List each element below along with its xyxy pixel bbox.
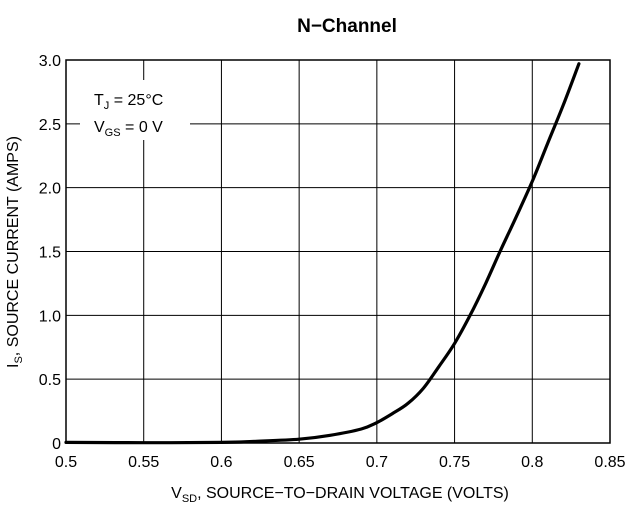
x-tick-label: 0.7 [366, 454, 388, 471]
series-line [64, 62, 581, 445]
y-tick-label: 3.0 [39, 53, 61, 70]
x-tick-label: 0.75 [439, 454, 470, 471]
annotation-tj: TJ = 25°C [94, 92, 163, 112]
y-tick-label: 1.5 [39, 245, 61, 262]
y-tick-labels: 0 0.5 1.0 1.5 2.0 2.5 3.0 [39, 53, 61, 453]
x-axis-label: VSD, SOURCE−TO−DRAIN VOLTAGE (VOLTS) [171, 485, 509, 505]
x-tick-label: 0.8 [521, 454, 543, 471]
y-tick-label: 2.0 [39, 181, 61, 198]
x-tick-labels: 0.5 0.55 0.6 0.65 0.7 0.75 0.8 0.85 [55, 454, 626, 471]
grid [65, 59, 611, 444]
y-axis-label: IS, SOURCE CURRENT (AMPS) [5, 136, 25, 368]
y-tick-label: 0 [52, 436, 61, 453]
plot-frame [65, 59, 611, 444]
y-tick-label: 2.5 [39, 117, 61, 134]
annotation-vgs: VGS = 0 V [94, 119, 163, 139]
x-tick-label: 0.55 [128, 454, 159, 471]
chart-title: N−Channel [297, 16, 397, 37]
x-tick-label: 0.6 [210, 454, 232, 471]
x-tick-label: 0.65 [284, 454, 315, 471]
legend-box [80, 80, 190, 140]
y-tick-label: 1.0 [39, 308, 61, 325]
x-tick-label: 0.85 [594, 454, 625, 471]
y-tick-label: 0.5 [39, 372, 61, 389]
x-tick-label: 0.5 [55, 454, 77, 471]
